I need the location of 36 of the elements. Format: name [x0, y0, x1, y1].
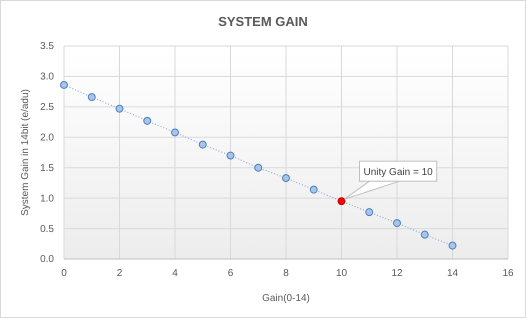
- point: [310, 186, 318, 194]
- x-tick-label: 6: [228, 268, 234, 280]
- point: [116, 104, 124, 113]
- point: [338, 197, 346, 206]
- x-tick-label: 4: [172, 268, 178, 280]
- x-tick-label: 2: [116, 268, 123, 280]
- y-tick-label: 0.5: [40, 224, 54, 235]
- x-tick-label: 0: [61, 268, 68, 280]
- point: [448, 242, 456, 250]
- y-tick-label: 2.5: [40, 102, 54, 114]
- x-tick-label: 16: [502, 268, 514, 280]
- x-tick-label: 14: [446, 268, 458, 280]
- y-tick-label: 3.5: [40, 41, 54, 52]
- y-tick-label: 3.0: [40, 72, 54, 83]
- y-axis-title: System Gain in 14bit (e/adu): [20, 89, 31, 216]
- annotation: Unity Gain = 10: [364, 167, 434, 178]
- point: [282, 174, 290, 182]
- point: [60, 80, 68, 89]
- point: [171, 128, 179, 136]
- point: [88, 93, 96, 102]
- y-tick-label: 1.0: [40, 193, 54, 204]
- y-tick-label: 2.0: [40, 132, 54, 144]
- point: [393, 219, 401, 228]
- x-axis-title: Gain(0-14): [262, 293, 310, 304]
- point: [254, 164, 262, 172]
- chart-title: SYSTEM GAIN: [218, 14, 308, 29]
- x-tick-label: 12: [391, 268, 403, 280]
- y-tick-label: 0.0: [40, 254, 54, 266]
- x-tick-label: 8: [283, 268, 290, 280]
- point: [143, 116, 152, 125]
- point: [198, 140, 207, 149]
- point: [420, 230, 429, 239]
- point: [226, 152, 234, 160]
- point: [365, 208, 374, 216]
- x-tick-label: 10: [336, 268, 348, 280]
- y-tick-label: 1.5: [40, 162, 54, 174]
